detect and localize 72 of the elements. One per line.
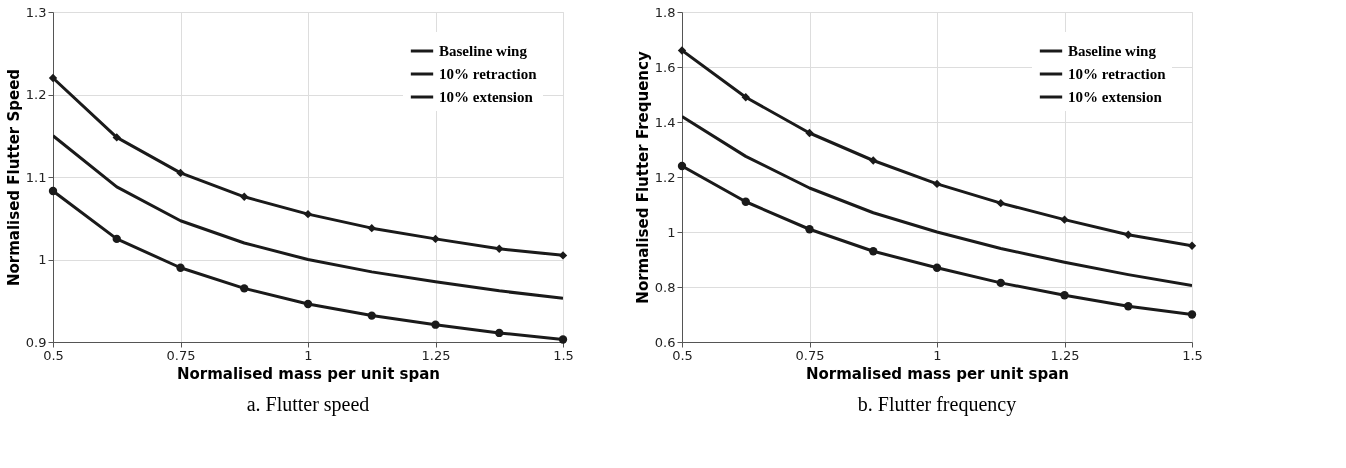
- point: [431, 320, 440, 329]
- point: [240, 192, 249, 201]
- point: [495, 328, 504, 338]
- legend-label: 10% extension: [439, 89, 534, 105]
- point: [240, 284, 249, 293]
- point: [932, 263, 942, 272]
- point: [367, 223, 376, 233]
- y-tick-label: 1.4: [654, 114, 676, 130]
- x-tick-label: 0.75: [166, 347, 196, 363]
- x-tick-label: 1.5: [1182, 347, 1203, 363]
- point: [1187, 241, 1197, 250]
- y-tick-label: 0.9: [25, 334, 47, 350]
- point: [495, 244, 504, 253]
- point: [677, 161, 687, 171]
- point: [558, 335, 568, 344]
- legend-label: Baseline wing: [1068, 43, 1157, 59]
- legend-label: 10% retraction: [1068, 66, 1167, 82]
- point: [1060, 291, 1069, 300]
- point: [677, 46, 687, 55]
- x-tick-label: 0.5: [672, 347, 693, 363]
- point: [48, 73, 58, 83]
- x-tick-label: 1: [933, 347, 942, 363]
- y-axis-title: Normalised Flutter Frequency: [633, 51, 652, 304]
- y-tick-label: 1.1: [25, 169, 47, 185]
- x-tick-label: 0.5: [43, 347, 64, 363]
- x-tick-label: 1.25: [1050, 347, 1080, 363]
- y-tick-label: 1: [667, 224, 676, 240]
- y-tick-label: 1.2: [25, 87, 47, 102]
- point: [1124, 230, 1133, 239]
- legend-label: 10% extension: [1068, 89, 1163, 105]
- x-tick-label: 1.5: [553, 347, 574, 363]
- text: b. Flutter frequency: [857, 393, 1017, 416]
- point: [303, 209, 313, 219]
- point: [869, 247, 878, 256]
- point: [1124, 302, 1133, 311]
- point: [303, 299, 313, 309]
- point: [996, 278, 1005, 288]
- point: [176, 168, 185, 178]
- y-tick-label: 1.6: [654, 59, 676, 75]
- legend-label: 10% retraction: [439, 66, 538, 82]
- y-tick-label: 0.8: [654, 279, 676, 295]
- y-tick-label: 1: [38, 252, 47, 267]
- x-tick-label: 0.75: [795, 347, 825, 363]
- line-series: [53, 134, 563, 300]
- point: [176, 263, 185, 272]
- y-tick-label: 0.6: [654, 334, 676, 350]
- y-tick-label: 1.8: [654, 4, 676, 20]
- legend-label: Baseline wing: [439, 43, 528, 59]
- point: [431, 234, 440, 244]
- point: [112, 234, 121, 244]
- point: [558, 251, 568, 260]
- point: [741, 93, 750, 102]
- point: [1060, 215, 1069, 224]
- point: [1187, 310, 1197, 319]
- point: [805, 128, 814, 138]
- point: [48, 186, 58, 196]
- y-tick-label: 1.3: [25, 4, 47, 20]
- x-axis-title: Normalised mass per unit span: [805, 364, 1070, 383]
- point: [741, 197, 750, 206]
- point: [932, 179, 942, 189]
- text: a. Flutter speed: [246, 393, 370, 416]
- x-tick-label: 1: [304, 347, 313, 363]
- point: [367, 311, 376, 320]
- x-tick-label: 1.25: [421, 347, 451, 363]
- x-axis-title: Normalised mass per unit span: [176, 364, 441, 383]
- y-tick-label: 1.2: [654, 169, 676, 185]
- line-series: [682, 115, 1192, 288]
- point: [805, 225, 814, 234]
- y-axis-title: Normalised Flutter Speed: [4, 68, 23, 287]
- point: [112, 133, 121, 142]
- point: [996, 198, 1005, 208]
- point: [869, 156, 878, 165]
